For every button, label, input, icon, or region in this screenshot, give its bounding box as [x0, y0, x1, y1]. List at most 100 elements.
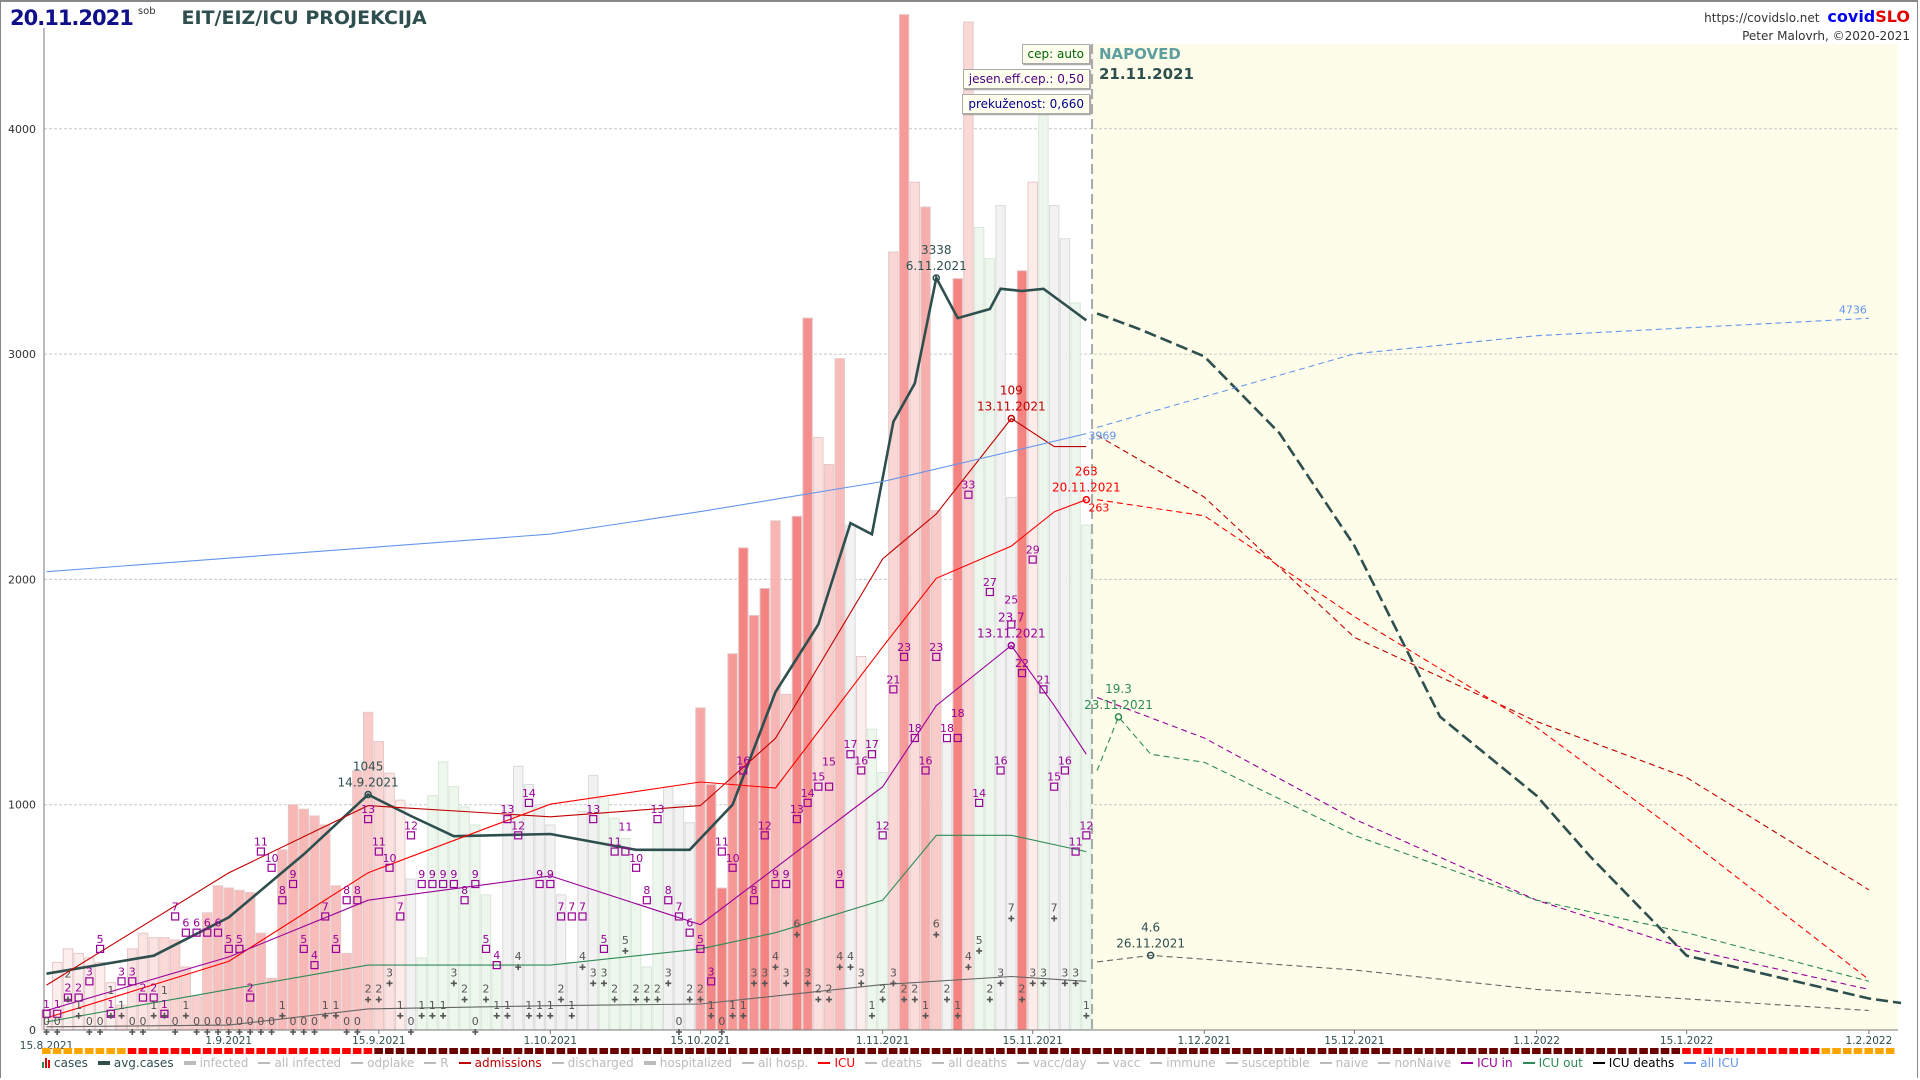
phase-strip-cell — [1692, 1048, 1702, 1054]
legend-item-all-icu[interactable]: all ICU — [1684, 1056, 1739, 1070]
legend-item-vacc-day[interactable]: vacc/day — [1016, 1056, 1087, 1070]
icu-in-marker — [396, 912, 405, 921]
y-tick-label: 1000 — [8, 799, 36, 812]
icu-deaths-label: 2 — [879, 983, 886, 996]
legend-item-hospitalized[interactable]: hospitalized — [643, 1056, 732, 1070]
icu-deaths-label: 1 — [922, 999, 929, 1012]
legend-item-vacc[interactable]: vacc — [1096, 1056, 1141, 1070]
icu-deaths-label: 4 — [965, 950, 972, 963]
legend-label: vacc — [1112, 1056, 1141, 1070]
legend-item-admissions[interactable]: admissions — [458, 1056, 542, 1070]
legend-label: ICU deaths — [1608, 1056, 1675, 1070]
legend-item-deaths[interactable]: deaths — [865, 1056, 922, 1070]
icu-in-label: 12 — [876, 819, 890, 832]
plus-marker-icon — [1040, 980, 1047, 987]
plus-marker-icon — [675, 1029, 682, 1035]
icu-in-label: 16 — [994, 754, 1008, 767]
icu-in-label: 8 — [461, 884, 468, 897]
icu-in-label: 16 — [1058, 754, 1072, 767]
annotation-value: 263 — [1075, 465, 1098, 479]
report-weekday: sob — [137, 6, 156, 17]
icu-in-forecast-line — [1096, 696, 1870, 990]
legend-item-naive[interactable]: naive — [1319, 1056, 1368, 1070]
icu-in-marker — [985, 587, 994, 597]
icu-in-label: 18 — [940, 722, 954, 735]
icu-in-marker — [128, 977, 137, 986]
legend-item-all-deaths[interactable]: all deaths — [932, 1056, 1007, 1070]
legend-item-nonnaive[interactable]: nonNaive — [1378, 1056, 1451, 1070]
legend-item-susceptible[interactable]: susceptible — [1225, 1056, 1310, 1070]
cases-bar — [716, 887, 728, 1031]
phase-strip-cell — [963, 1048, 973, 1054]
phase-strip-cell — [931, 1048, 941, 1054]
legend-item-icu-deaths[interactable]: ICU deaths — [1592, 1056, 1675, 1070]
icu-deaths-label: 1 — [536, 999, 543, 1012]
phase-strip-cell — [1274, 1048, 1284, 1054]
x-tick-label: 1.9.2021 — [205, 1035, 252, 1047]
plus-marker-icon — [600, 980, 607, 987]
icu-in-marker — [546, 879, 555, 889]
phase-strip-cell — [1532, 1048, 1541, 1054]
plus-marker-icon — [515, 964, 522, 971]
legend-item-immune[interactable]: immune — [1150, 1056, 1216, 1070]
phase-strip-cell — [352, 1048, 362, 1054]
annotation-date: 23.11.2021 — [1084, 698, 1153, 712]
legend-item-r[interactable]: R — [424, 1056, 449, 1070]
legend-item-infected[interactable]: infected — [183, 1056, 248, 1070]
cases-bar — [502, 804, 513, 1031]
legend-item-discharged[interactable]: discharged — [551, 1056, 634, 1070]
icu-deaths-label: 3 — [997, 966, 1004, 979]
annotation-value: 23.7 — [998, 611, 1025, 625]
cases-bar — [1027, 181, 1038, 1031]
icu-in-label: 2 — [150, 982, 157, 995]
icu-in-label: 11 — [1069, 836, 1083, 849]
forecast-label: NAPOVED — [1099, 45, 1181, 63]
phase-strip-cell — [1306, 1048, 1316, 1054]
phase-strip-cell — [642, 1048, 651, 1054]
icu-deaths-label: 7 — [1051, 901, 1058, 914]
plus-marker-icon — [279, 1012, 286, 1019]
icu-deaths-label: 2 — [375, 983, 382, 996]
icu-in-label: 14 — [522, 787, 536, 800]
line-swatch-icon — [551, 1062, 564, 1064]
icu-deaths-label: 7 — [1008, 901, 1015, 914]
legend-item-cases[interactable]: cases — [42, 1056, 88, 1070]
icu-in-label: 12 — [1079, 819, 1093, 832]
legend-item-odplake[interactable]: odplake — [351, 1056, 414, 1070]
plus-marker-icon — [472, 1029, 479, 1035]
icu-deaths-label: 2 — [986, 983, 993, 996]
phase-strip-cell — [1167, 1048, 1177, 1054]
phase-strip-cell — [1092, 1048, 1102, 1054]
legend-item-icu-in[interactable]: ICU in — [1461, 1056, 1513, 1070]
icu-in-label: 13 — [586, 803, 600, 816]
phase-strip-cell — [1339, 1048, 1348, 1054]
icu-in-label: 6 — [215, 917, 222, 930]
legend-item-avg-cases[interactable]: avg.cases — [97, 1056, 174, 1070]
legend-label: all hosp. — [757, 1056, 809, 1070]
legend-item-all-hosp-[interactable]: all hosp. — [741, 1056, 809, 1070]
legend-item-icu[interactable]: ICU — [818, 1056, 855, 1070]
legend-item-icu-out[interactable]: ICU out — [1522, 1056, 1583, 1070]
site-url[interactable]: https://covidslo.net — [1704, 11, 1820, 25]
icu-deaths-label: 1 — [182, 999, 189, 1012]
annotation-marker — [1146, 951, 1155, 960]
phase-strip-cell — [760, 1048, 769, 1054]
icu-in-marker — [610, 847, 619, 856]
plus-marker-icon — [590, 980, 597, 987]
x-tick-label: 1.11.2021 — [856, 1035, 909, 1047]
icu-in-label: 12 — [511, 819, 525, 832]
annotation-value: 109 — [1000, 384, 1023, 398]
plus-marker-icon — [129, 1029, 136, 1035]
phase-strip-cell — [1017, 1048, 1027, 1054]
icu-in-label: 7 — [675, 900, 682, 913]
icu-deaths-label: 1 — [332, 999, 339, 1012]
legend-item-all-infected[interactable]: all infected — [258, 1056, 341, 1070]
report-date: 20.11.2021 — [10, 6, 134, 30]
plus-marker-icon — [665, 980, 672, 987]
icu-deaths-label: 0 — [129, 1015, 136, 1028]
phase-strip-cell — [481, 1048, 491, 1054]
cases-bar — [931, 510, 942, 1031]
icu-deaths-label: 0 — [311, 1015, 318, 1028]
icu-in-label: 22 — [1015, 657, 1029, 670]
line-swatch-icon — [818, 1062, 831, 1064]
